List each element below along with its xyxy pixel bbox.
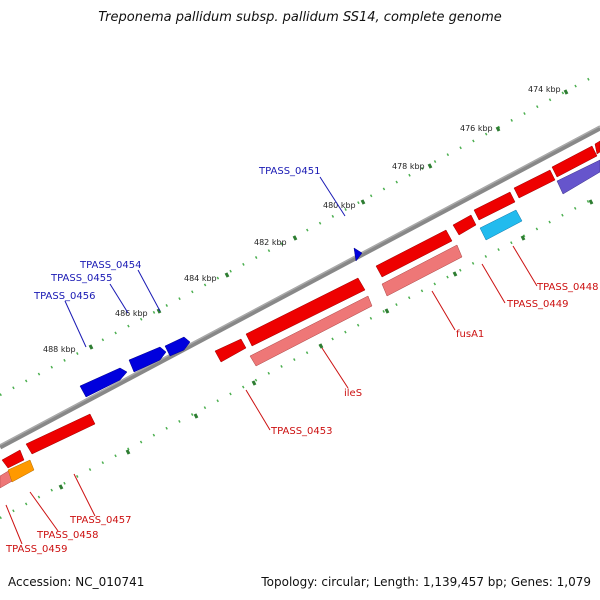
genome-backbone bbox=[0, 125, 600, 450]
gene-red-8 bbox=[513, 169, 556, 199]
label-tpass-0449: TPASS_0449 bbox=[506, 299, 568, 310]
genome-backbone-highlight bbox=[0, 125, 600, 446]
scale-label-478: 478 kbp bbox=[392, 162, 425, 171]
label-leaders bbox=[5, 176, 538, 545]
gene-tpass-0454 bbox=[164, 336, 191, 357]
gene-ilesS bbox=[245, 277, 366, 347]
gene-tpass-0451 bbox=[353, 247, 363, 262]
gene-red-2 bbox=[25, 413, 96, 455]
label-tpass-0456: TPASS_0456 bbox=[33, 291, 95, 302]
scale-ticks bbox=[88, 89, 569, 350]
scale-label-474: 474 kbp bbox=[528, 85, 561, 94]
label-tpass-0458: TPASS_0458 bbox=[36, 530, 98, 541]
feature-purple bbox=[556, 159, 600, 195]
reverse-features[interactable] bbox=[0, 159, 600, 489]
label-tpass-0454: TPASS_0454 bbox=[79, 260, 141, 271]
scale-label-480: 480 kbp bbox=[323, 201, 356, 210]
label-tpass-0457: TPASS_0457 bbox=[69, 515, 131, 526]
inner-ticks bbox=[58, 199, 594, 490]
feature-fusA1 bbox=[381, 244, 463, 297]
reverse-genes[interactable] bbox=[1, 140, 600, 469]
gene-red-10 bbox=[594, 140, 600, 155]
scale-label-486: 486 kbp bbox=[115, 309, 148, 318]
label-tpass-0453: TPASS_0453 bbox=[270, 426, 332, 437]
scale-labels: 474 kbp 476 kbp 478 kbp 480 kbp 482 kbp … bbox=[43, 85, 561, 354]
feature-cyan bbox=[479, 209, 523, 241]
accession-label: Accession: NC_010741 bbox=[8, 575, 145, 589]
gene-fusA1 bbox=[375, 229, 453, 278]
gene-red-6 bbox=[452, 214, 477, 236]
gene-red-3 bbox=[214, 338, 247, 363]
label-fusa1: fusA1 bbox=[456, 329, 484, 340]
gene-red-9 bbox=[551, 145, 598, 178]
label-tpass-0459: TPASS_0459 bbox=[5, 544, 67, 555]
scale-label-482: 482 kbp bbox=[254, 238, 287, 247]
gene-red-7 bbox=[473, 191, 516, 221]
gene-red-1 bbox=[1, 449, 25, 469]
feature-orange bbox=[7, 459, 35, 483]
map-title: Treponema pallidum subsp. pallidum SS14,… bbox=[98, 10, 502, 25]
genome-summary-label: Topology: circular; Length: 1,139,457 bp… bbox=[261, 575, 591, 589]
label-tpass-0455: TPASS_0455 bbox=[50, 273, 112, 284]
gene-tpass-0456 bbox=[79, 367, 128, 398]
gene-labels: TPASS_0451 TPASS_0454 TPASS_0455 TPASS_0… bbox=[5, 166, 598, 555]
scale-label-488: 488 kbp bbox=[43, 345, 76, 354]
feature-ilesS bbox=[249, 295, 373, 367]
label-iles: ileS bbox=[344, 388, 362, 399]
label-tpass-0448: TPASS_0448 bbox=[536, 282, 598, 293]
label-tpass-0451: TPASS_0451 bbox=[258, 166, 320, 177]
scale-label-476: 476 kbp bbox=[460, 124, 493, 133]
scale-track-lower bbox=[0, 193, 600, 520]
forward-genes[interactable] bbox=[79, 247, 363, 398]
gene-tpass-0455 bbox=[128, 346, 167, 373]
scale-label-484: 484 kbp bbox=[184, 274, 217, 283]
